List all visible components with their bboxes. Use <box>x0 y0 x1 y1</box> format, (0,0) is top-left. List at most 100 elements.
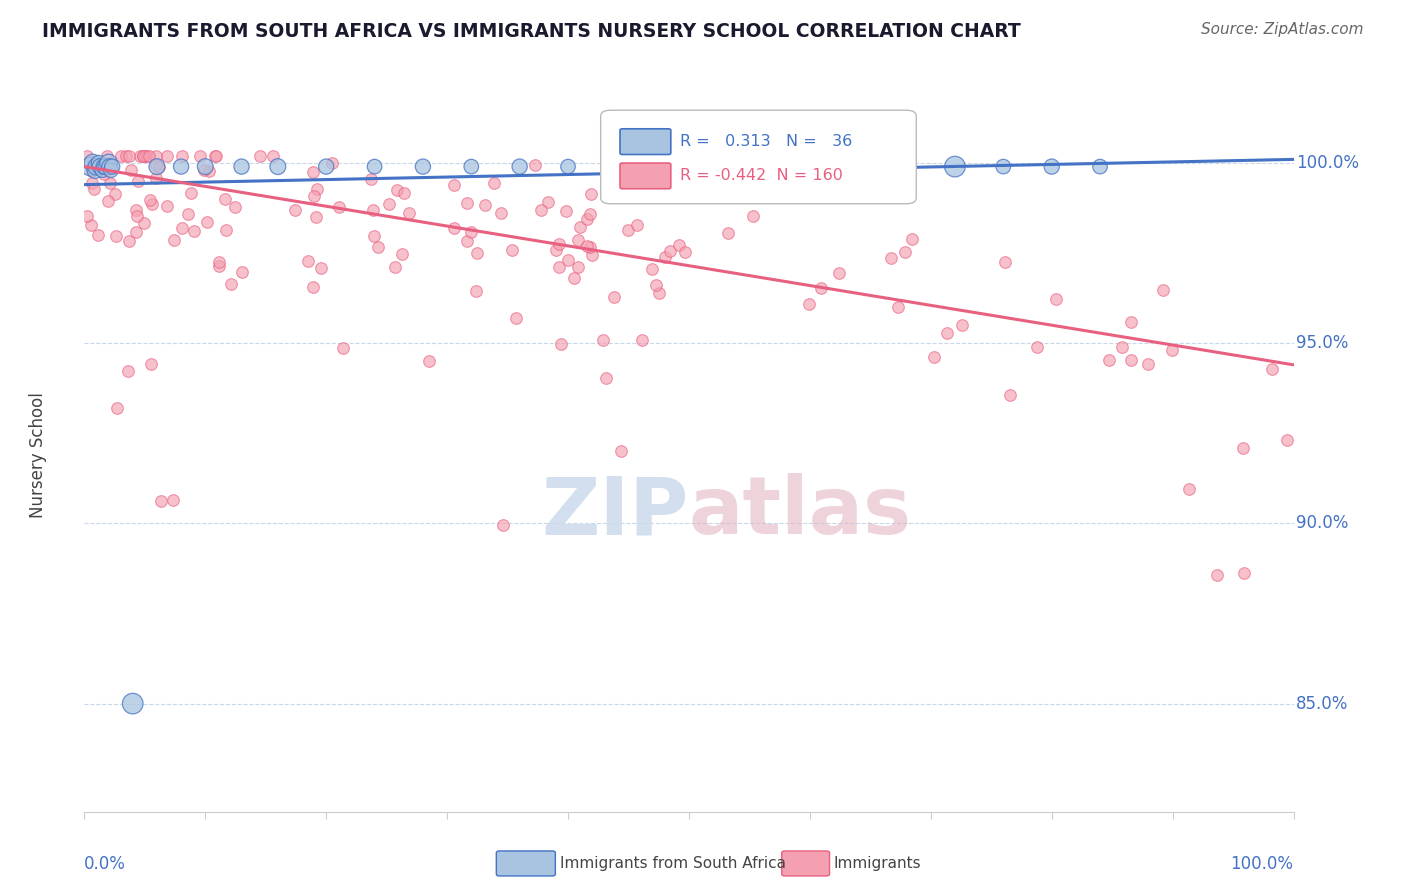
Point <box>578 207 600 221</box>
Point <box>592 334 614 348</box>
Point <box>576 212 599 227</box>
Point <box>249 149 271 163</box>
Point <box>363 160 385 174</box>
Point <box>76 209 98 223</box>
Point <box>605 160 627 174</box>
Point <box>127 174 149 188</box>
Point <box>460 160 482 174</box>
Point <box>195 215 218 229</box>
Text: IMMIGRANTS FROM SOUTH AFRICA VS IMMIGRANTS NURSERY SCHOOL CORRELATION CHART: IMMIGRANTS FROM SOUTH AFRICA VS IMMIGRAN… <box>42 22 1021 41</box>
Point <box>367 240 389 254</box>
Point <box>148 160 170 174</box>
FancyBboxPatch shape <box>620 163 671 189</box>
Point <box>84 163 107 178</box>
Point <box>616 223 638 237</box>
Point <box>193 162 215 177</box>
Point <box>1277 434 1299 448</box>
Point <box>1233 566 1256 581</box>
Point <box>595 371 617 385</box>
Point <box>702 160 724 174</box>
Point <box>224 200 246 214</box>
Point <box>1119 353 1142 368</box>
Point <box>100 163 122 178</box>
Point <box>1161 343 1184 357</box>
FancyBboxPatch shape <box>620 128 671 154</box>
Point <box>489 206 512 220</box>
Point <box>82 156 104 170</box>
Point <box>96 149 118 163</box>
Point <box>567 260 589 274</box>
Point <box>464 285 486 299</box>
Point <box>97 156 120 170</box>
Text: Immigrants: Immigrants <box>834 856 921 871</box>
Point <box>1137 357 1160 371</box>
Text: 95.0%: 95.0% <box>1296 334 1348 352</box>
Point <box>204 149 226 163</box>
Point <box>284 202 307 217</box>
Text: 0.0%: 0.0% <box>84 855 127 872</box>
Text: Immigrants from South Africa: Immigrants from South Africa <box>560 856 786 871</box>
Point <box>172 220 194 235</box>
Point <box>136 149 159 163</box>
Point <box>922 350 945 364</box>
Point <box>79 160 101 174</box>
Point <box>215 223 238 237</box>
Point <box>305 181 328 195</box>
Point <box>474 197 496 211</box>
Point <box>214 192 236 206</box>
Point <box>569 220 592 235</box>
Point <box>799 160 821 174</box>
Point <box>896 160 918 174</box>
Point <box>188 149 211 163</box>
Point <box>80 177 103 191</box>
Text: 100.0%: 100.0% <box>1230 855 1294 872</box>
Point <box>846 160 869 174</box>
Point <box>180 186 202 200</box>
Point <box>550 337 572 351</box>
Point <box>950 318 973 333</box>
Point <box>170 149 193 163</box>
Point <box>141 357 163 371</box>
Point <box>465 246 488 260</box>
Text: R = -0.442  N = 160: R = -0.442 N = 160 <box>681 169 844 184</box>
Point <box>138 149 160 163</box>
Point <box>557 160 579 174</box>
Point <box>104 229 127 244</box>
Point <box>302 189 325 203</box>
Point <box>482 176 505 190</box>
Point <box>115 149 138 163</box>
Point <box>125 203 148 218</box>
Point <box>98 176 121 190</box>
Point <box>557 252 579 267</box>
Point <box>555 203 578 218</box>
Point <box>118 235 141 249</box>
Point <box>207 259 229 273</box>
Point <box>509 160 531 174</box>
Point <box>328 200 350 214</box>
Point <box>887 300 910 314</box>
Point <box>456 196 478 211</box>
Point <box>129 149 152 163</box>
Point <box>163 234 186 248</box>
Point <box>93 160 115 174</box>
Point <box>183 224 205 238</box>
Point <box>94 160 117 174</box>
Point <box>1025 340 1047 354</box>
Point <box>579 186 602 201</box>
Point <box>127 209 149 223</box>
Point <box>443 220 465 235</box>
Point <box>562 271 585 285</box>
Point <box>76 149 98 163</box>
Point <box>644 278 666 293</box>
Text: atlas: atlas <box>689 473 912 551</box>
Point <box>83 182 105 196</box>
Point <box>901 232 924 246</box>
Point <box>311 260 333 275</box>
Point <box>360 172 382 186</box>
Point <box>935 326 957 341</box>
Point <box>658 244 681 258</box>
Point <box>548 236 571 251</box>
Text: 90.0%: 90.0% <box>1296 515 1348 533</box>
Point <box>89 160 111 174</box>
Point <box>751 160 773 174</box>
